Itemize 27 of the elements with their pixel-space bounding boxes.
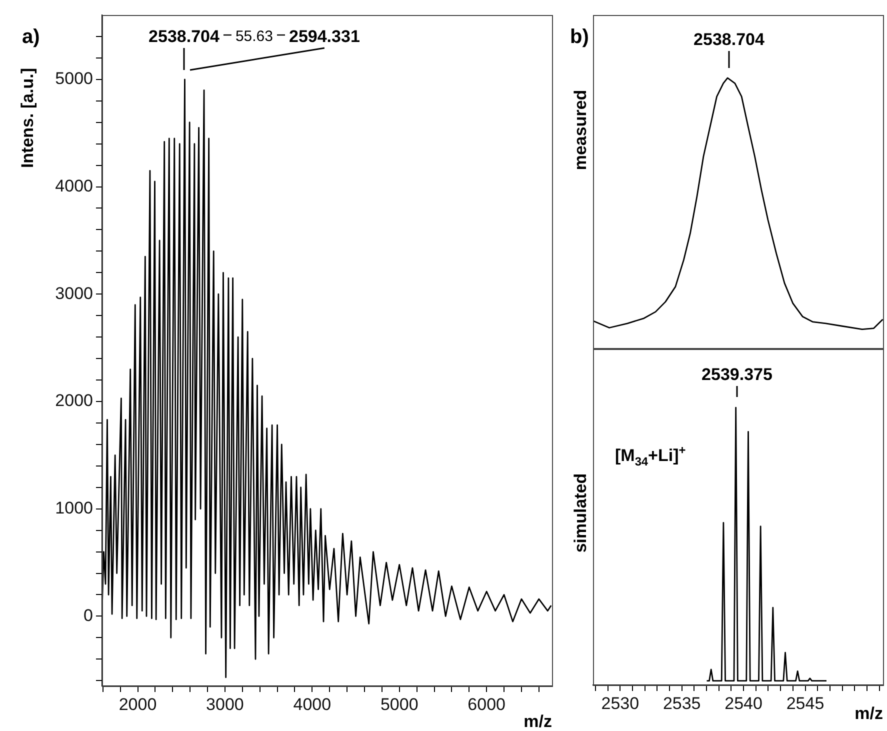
annotation: 2594.331 [288,27,360,46]
x-tick-label: 2535 [662,694,701,713]
x-tick-label: 6000 [468,694,506,714]
text: a) [22,26,40,48]
x-tick-label: 5000 [380,694,418,714]
x-axis-title: m/z [854,704,884,723]
annotation: 2538.704 [148,27,220,46]
y-tick-label: 1000 [55,498,93,518]
text: 2539.375 [702,365,772,384]
x-tick-label: 3000 [206,694,244,714]
x-axis-title: m/z [524,712,552,731]
x-tick-label: 2545 [786,694,824,713]
y-tick-label: 3000 [55,284,93,303]
x-tick-label: 2530 [601,694,640,713]
y-axis-title: Intens. [a.u.] [18,68,37,168]
x-tick-label: 4000 [293,694,332,714]
x-tick-label: 2540 [724,694,762,713]
y-tick-label: 0 [84,606,93,625]
text: 2538.704 [694,30,765,49]
y-axis-title: measured [571,90,590,170]
y-tick-label: 5000 [55,69,93,88]
y-tick-label: 2000 [55,391,93,410]
y-axis-title: simulated [571,473,590,553]
annotation: 55.63 [235,28,273,45]
x-tick-label: 2000 [118,694,157,714]
text: b) [570,26,589,48]
y-tick-label: 4000 [55,176,93,196]
